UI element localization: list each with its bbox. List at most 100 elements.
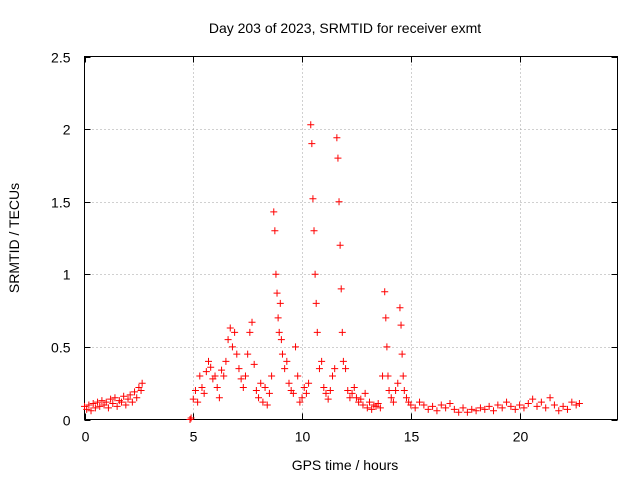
data-point	[498, 404, 506, 412]
data-point	[233, 350, 241, 358]
data-point	[516, 401, 524, 409]
data-point	[416, 398, 424, 406]
data-point	[411, 404, 419, 412]
data-point	[187, 414, 195, 422]
data-point	[346, 394, 354, 402]
data-point	[442, 404, 450, 412]
data-point	[537, 398, 545, 406]
data-point	[128, 398, 136, 406]
data-point	[194, 398, 202, 406]
data-point	[507, 402, 515, 410]
data-point	[270, 208, 278, 216]
data-point	[437, 401, 445, 409]
y-tick-label: 0	[63, 413, 71, 429]
data-point	[237, 375, 245, 383]
y-tick-label: 2	[63, 122, 71, 138]
data-point	[310, 227, 318, 235]
data-point	[376, 404, 384, 412]
data-point	[122, 401, 130, 409]
data-point	[138, 379, 146, 387]
data-point	[396, 304, 404, 312]
data-point	[94, 398, 102, 406]
data-point	[107, 395, 115, 403]
data-points	[81, 121, 583, 423]
data-point	[263, 401, 271, 409]
plot-frame	[84, 56, 618, 420]
chart-title: Day 203 of 2023, SRMTID for receiver exm…	[209, 20, 481, 36]
data-point	[339, 357, 347, 365]
data-point	[137, 386, 145, 394]
data-point	[309, 195, 317, 203]
data-point	[83, 405, 91, 413]
data-point	[275, 328, 283, 336]
data-point	[520, 404, 528, 412]
data-point	[96, 402, 104, 410]
data-point	[277, 336, 285, 344]
data-point	[389, 398, 397, 406]
data-point	[352, 394, 360, 402]
data-point	[244, 350, 252, 358]
data-point	[268, 372, 276, 380]
data-point	[261, 384, 269, 392]
data-point	[407, 401, 415, 409]
data-point	[235, 365, 243, 373]
data-point	[383, 343, 391, 351]
data-point	[511, 405, 519, 413]
data-point	[420, 401, 428, 409]
data-point	[117, 398, 125, 406]
data-point	[200, 389, 208, 397]
data-point	[559, 402, 567, 410]
data-point	[350, 384, 358, 392]
data-point	[246, 328, 254, 336]
data-point	[224, 336, 232, 344]
data-point	[205, 357, 213, 365]
data-point	[191, 386, 199, 394]
data-point	[485, 402, 493, 410]
data-point	[215, 394, 223, 402]
data-point	[336, 241, 344, 249]
data-point	[384, 372, 392, 380]
data-point	[250, 360, 258, 368]
data-point	[481, 405, 489, 413]
data-point	[278, 350, 286, 358]
data-point	[257, 379, 265, 387]
data-point	[281, 365, 289, 373]
data-point	[333, 134, 341, 142]
data-point	[124, 395, 132, 403]
data-point	[276, 299, 284, 307]
data-point	[344, 386, 352, 394]
data-point	[463, 408, 471, 416]
data-point	[300, 384, 308, 392]
data-point	[207, 363, 215, 371]
data-point	[311, 270, 319, 278]
data-point	[385, 386, 393, 394]
data-point	[446, 400, 454, 408]
data-point	[529, 395, 537, 403]
data-point	[450, 405, 458, 413]
data-point	[381, 288, 389, 296]
data-point	[337, 285, 345, 293]
data-point	[126, 391, 134, 399]
data-point	[111, 394, 119, 402]
data-point	[472, 407, 480, 415]
data-point	[533, 402, 541, 410]
data-point	[213, 384, 221, 392]
data-point	[202, 368, 210, 376]
data-point	[555, 407, 563, 415]
data-point	[324, 395, 332, 403]
data-point	[120, 392, 128, 400]
data-point	[308, 140, 316, 148]
data-point	[91, 404, 99, 412]
data-point	[374, 400, 382, 408]
data-point	[296, 398, 304, 406]
data-point	[87, 407, 95, 415]
data-point	[289, 389, 297, 397]
data-point	[196, 372, 204, 380]
data-point	[399, 372, 407, 380]
data-point	[274, 314, 282, 322]
x-tick-label: 10	[295, 429, 311, 445]
x-tick-label: 15	[404, 429, 420, 445]
data-point	[322, 389, 330, 397]
data-point	[368, 405, 376, 413]
